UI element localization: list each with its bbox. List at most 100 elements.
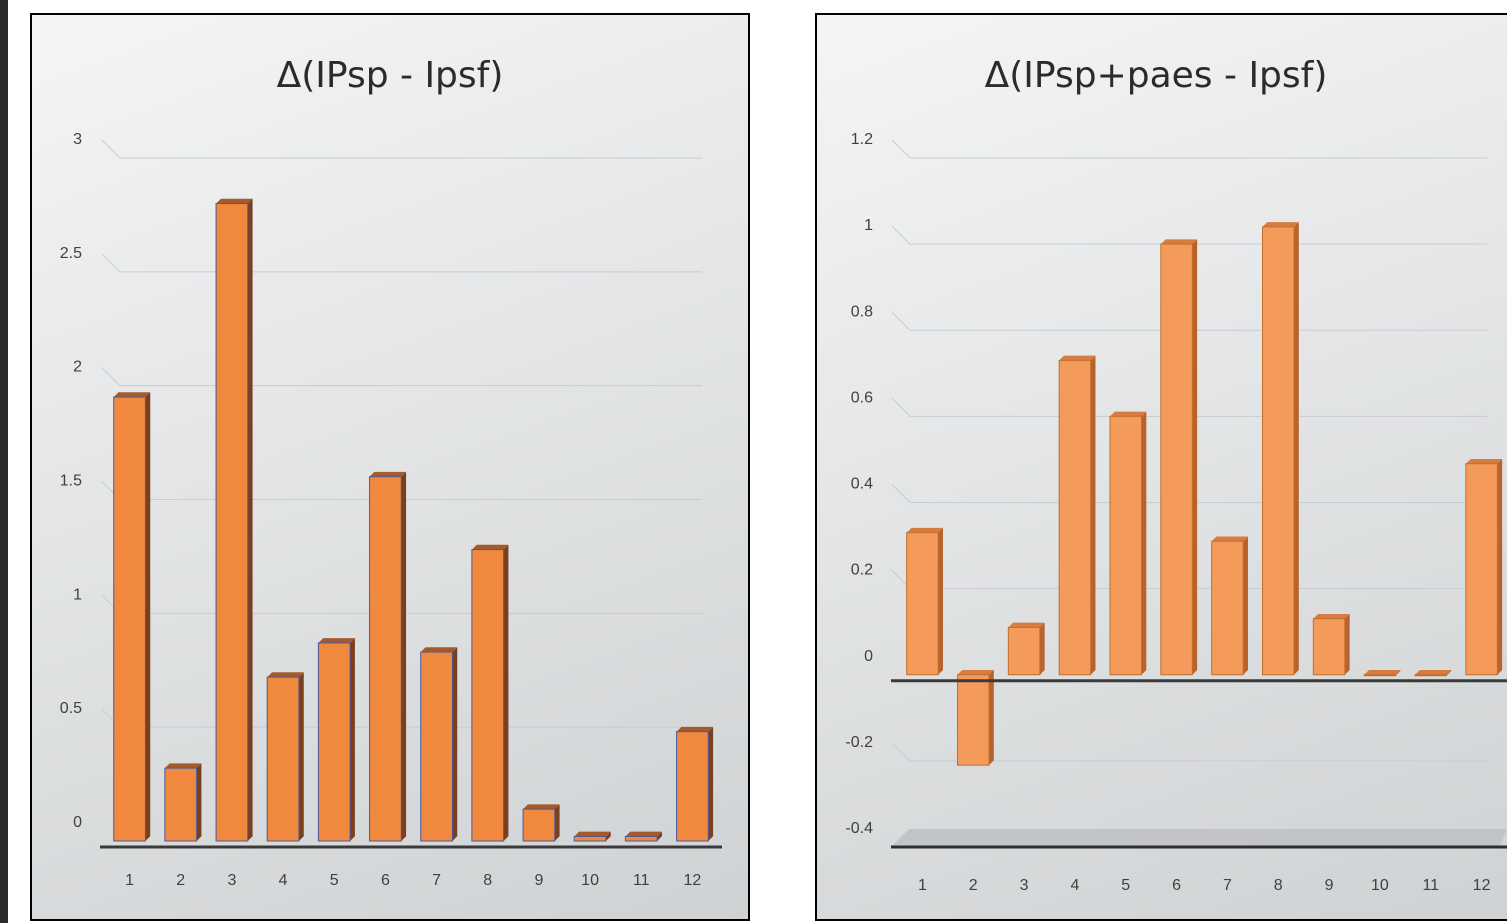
y-tick-label: 0 <box>73 814 82 831</box>
bar <box>1363 674 1397 677</box>
bar <box>956 674 990 766</box>
y-tick-label: 1.5 <box>60 473 82 490</box>
bar <box>906 532 939 676</box>
x-tick-label: 6 <box>381 872 390 889</box>
gridline <box>101 367 702 387</box>
x-tick-label: 9 <box>1325 877 1334 894</box>
y-tick-label: 0.2 <box>851 562 873 579</box>
x-tick-label: 3 <box>1020 877 1029 894</box>
x-tick-label: 9 <box>534 872 543 889</box>
x-tick-label: 1 <box>125 872 134 889</box>
bar <box>113 396 146 842</box>
bar <box>522 808 556 842</box>
bar-top <box>318 638 355 643</box>
x-tick-label: 12 <box>1473 877 1491 894</box>
bar-top <box>1364 669 1401 675</box>
y-tick-label: 3 <box>73 131 82 148</box>
bar-side <box>1192 239 1198 675</box>
bar <box>1261 226 1295 676</box>
bar-side <box>1243 536 1248 675</box>
bar-top <box>625 831 662 837</box>
y-tick-label: -0.2 <box>845 734 873 751</box>
bar-side <box>1395 669 1401 676</box>
bar-side <box>1497 458 1503 675</box>
x-tick-label: 12 <box>684 872 702 889</box>
bar <box>1465 463 1498 676</box>
bar-chart-left: 00.511.522.531 2 3 4 5 6 7 8 9 10 11 12 <box>60 131 722 889</box>
bar-side <box>503 544 509 841</box>
bar <box>573 835 607 842</box>
x-tick-label: 6 <box>1172 877 1181 894</box>
x-tick-label: 4 <box>279 872 288 889</box>
bar <box>266 676 300 842</box>
bar-top <box>906 527 943 533</box>
bar-chart-right: -0.4-0.200.20.40.60.811.21 2 3 4 5 6 7 8 9 10 11 12 <box>845 131 1507 894</box>
y-tick-label: 0 <box>864 648 873 665</box>
bar <box>317 642 351 842</box>
chart-title-right: Δ(IPsp+paes - Ipsf) <box>984 55 1328 96</box>
bar <box>1007 626 1041 676</box>
bar-side <box>1294 222 1299 675</box>
bar <box>1312 618 1346 676</box>
gridline <box>891 139 1487 159</box>
x-tick-label: 5 <box>330 872 339 889</box>
bar-top <box>676 726 714 732</box>
bar-side <box>989 669 994 766</box>
bar-top <box>1109 411 1147 417</box>
bar-side <box>1344 613 1350 675</box>
bar <box>624 835 658 842</box>
gridline <box>891 742 1487 762</box>
bar <box>164 767 198 842</box>
bar-side <box>298 672 304 841</box>
bar-side <box>1039 622 1045 675</box>
bar-side <box>1141 411 1147 675</box>
bar <box>676 731 709 842</box>
x-tick-label: 7 <box>432 872 441 889</box>
bar-top <box>1313 613 1350 619</box>
x-tick-label: 3 <box>227 872 236 889</box>
bar-side <box>605 831 611 841</box>
bar-side <box>657 831 662 841</box>
x-tick-label: 11 <box>633 872 650 889</box>
gridline <box>101 139 702 159</box>
y-tick-label: 1 <box>73 586 82 603</box>
x-tick-label: 1 <box>918 877 927 894</box>
bar-top <box>1059 355 1096 361</box>
y-tick-label: 2.5 <box>60 245 82 262</box>
y-tick-label: 1.2 <box>851 131 873 148</box>
gridline <box>101 253 702 273</box>
bar-top <box>216 198 253 204</box>
bar <box>369 476 402 842</box>
bar-side <box>145 392 151 841</box>
x-tick-label: 10 <box>1371 877 1389 894</box>
bar <box>1109 415 1143 676</box>
bar-side <box>554 804 560 841</box>
bar-top <box>1414 669 1452 675</box>
bar <box>1058 359 1092 676</box>
chart-floor <box>891 829 1507 847</box>
y-tick-label: 1 <box>864 217 873 234</box>
bar <box>215 203 249 842</box>
bar-top <box>1008 622 1045 628</box>
bar-top <box>1211 536 1248 542</box>
bar <box>1414 674 1448 677</box>
bar <box>420 651 453 842</box>
bar-side <box>350 638 355 841</box>
chart-panel-left: Δ(IPsp - Ipsf) 0 0.5 1 1.5 2 2.5 3 1 2 3 4 5 6 7 8 9 10 1… <box>30 13 750 921</box>
x-tick-label: 5 <box>1121 877 1130 894</box>
y-tick-label: 0.6 <box>851 389 873 406</box>
x-tick-label: 2 <box>969 877 978 894</box>
bar-side <box>247 198 253 841</box>
chart-panel-right: Δ(IPsp+paes - Ipsf) -0.4 -0.2 0 0.2 0.4 0.6 0.… <box>815 13 1507 921</box>
bar-top <box>523 804 560 810</box>
bar-top <box>267 672 304 678</box>
page-edge-strip <box>0 0 8 923</box>
bar-top <box>420 647 458 653</box>
bar-side <box>196 763 202 841</box>
x-tick-label: 8 <box>483 872 492 889</box>
bar-side <box>401 471 407 841</box>
bar-top <box>574 831 611 837</box>
y-tick-label: 0.4 <box>851 476 873 493</box>
bar <box>1160 243 1193 676</box>
bar-side <box>1446 669 1452 676</box>
